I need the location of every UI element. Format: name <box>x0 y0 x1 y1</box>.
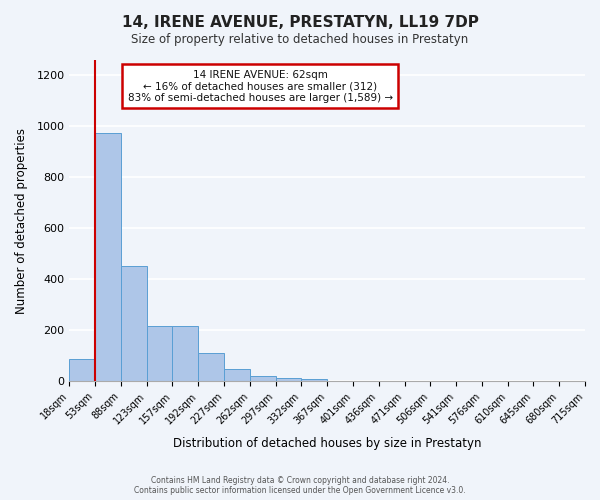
Bar <box>146 326 172 381</box>
Bar <box>121 266 146 381</box>
Text: 14 IRENE AVENUE: 62sqm
← 16% of detached houses are smaller (312)
83% of semi-de: 14 IRENE AVENUE: 62sqm ← 16% of detached… <box>128 70 392 103</box>
Bar <box>224 369 250 381</box>
Text: Contains HM Land Registry data © Crown copyright and database right 2024.
Contai: Contains HM Land Registry data © Crown c… <box>134 476 466 495</box>
Text: Size of property relative to detached houses in Prestatyn: Size of property relative to detached ho… <box>131 32 469 46</box>
Bar <box>198 353 224 381</box>
X-axis label: Distribution of detached houses by size in Prestatyn: Distribution of detached houses by size … <box>173 437 481 450</box>
Y-axis label: Number of detached properties: Number of detached properties <box>15 128 28 314</box>
Bar <box>250 376 275 381</box>
Bar <box>172 326 198 381</box>
Bar <box>301 378 327 381</box>
Text: 14, IRENE AVENUE, PRESTATYN, LL19 7DP: 14, IRENE AVENUE, PRESTATYN, LL19 7DP <box>122 15 478 30</box>
Bar <box>70 360 95 381</box>
Bar <box>275 378 301 381</box>
Bar <box>95 132 121 381</box>
